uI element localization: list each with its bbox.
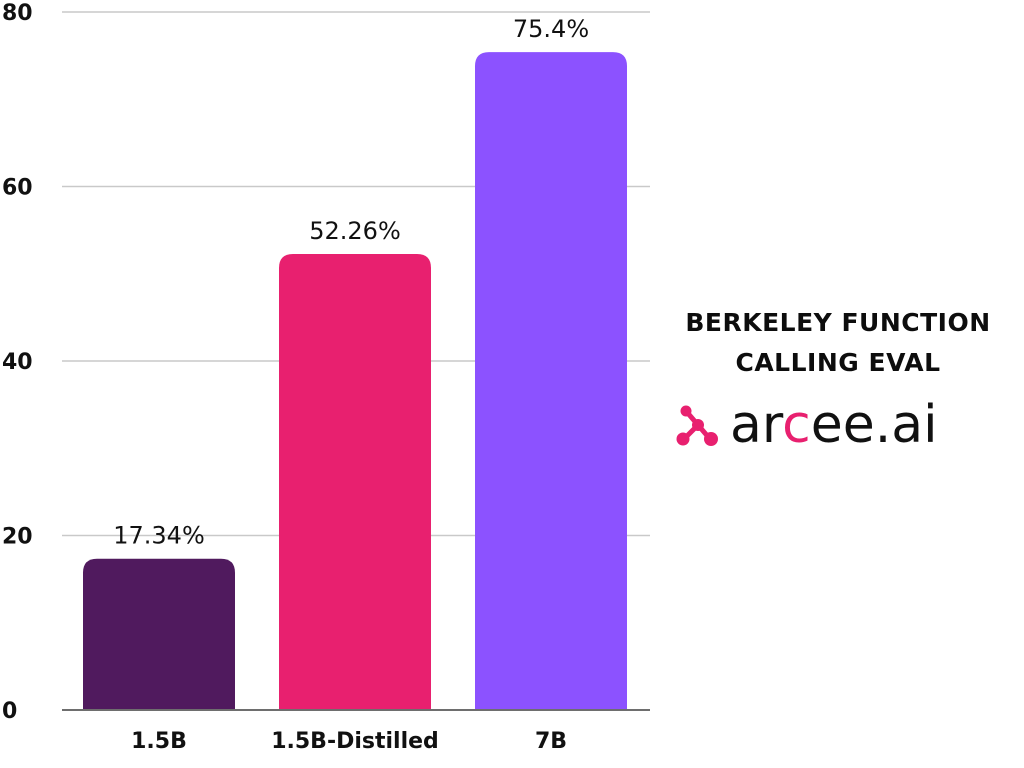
title-line-1: BERKELEY FUNCTION <box>685 308 990 337</box>
x-tick-label-3: 7B <box>535 729 567 754</box>
y-tick-label: 40 <box>2 350 33 375</box>
arcee-molecule-icon <box>676 405 718 446</box>
x-axis-labels: 1.5B 1.5B-Distilled 7B <box>131 729 567 754</box>
brand-logo: arcee.ai <box>676 395 938 455</box>
x-tick-label-1: 1.5B <box>131 729 187 754</box>
data-label-3: 75.4% <box>513 15 589 43</box>
brand-part-2: c <box>782 395 811 455</box>
title-line-2: CALLING EVAL <box>735 348 940 377</box>
bar-1 <box>83 558 235 710</box>
brand-wordmark: arcee.ai <box>730 395 938 455</box>
y-tick-label: 20 <box>2 525 33 550</box>
data-label-2: 52.26% <box>309 217 401 245</box>
y-tick-label: 60 <box>2 176 33 201</box>
y-tick-label: 80 <box>2 1 33 26</box>
data-label-1: 17.34% <box>113 522 205 550</box>
data-labels: 17.34% 52.26% 75.4% <box>113 15 589 550</box>
y-tick-label: 0 <box>2 699 17 724</box>
chart-title: BERKELEY FUNCTION CALLING EVAL <box>685 308 990 377</box>
x-tick-label-2: 1.5B-Distilled <box>271 729 439 754</box>
bars <box>83 52 627 710</box>
brand-part-1: ar <box>730 395 784 455</box>
bar-2 <box>279 254 431 710</box>
bar-3 <box>475 52 627 710</box>
brand-part-3: ee.ai <box>811 395 938 455</box>
y-axis-ticks: 0 20 40 60 80 <box>2 1 33 724</box>
